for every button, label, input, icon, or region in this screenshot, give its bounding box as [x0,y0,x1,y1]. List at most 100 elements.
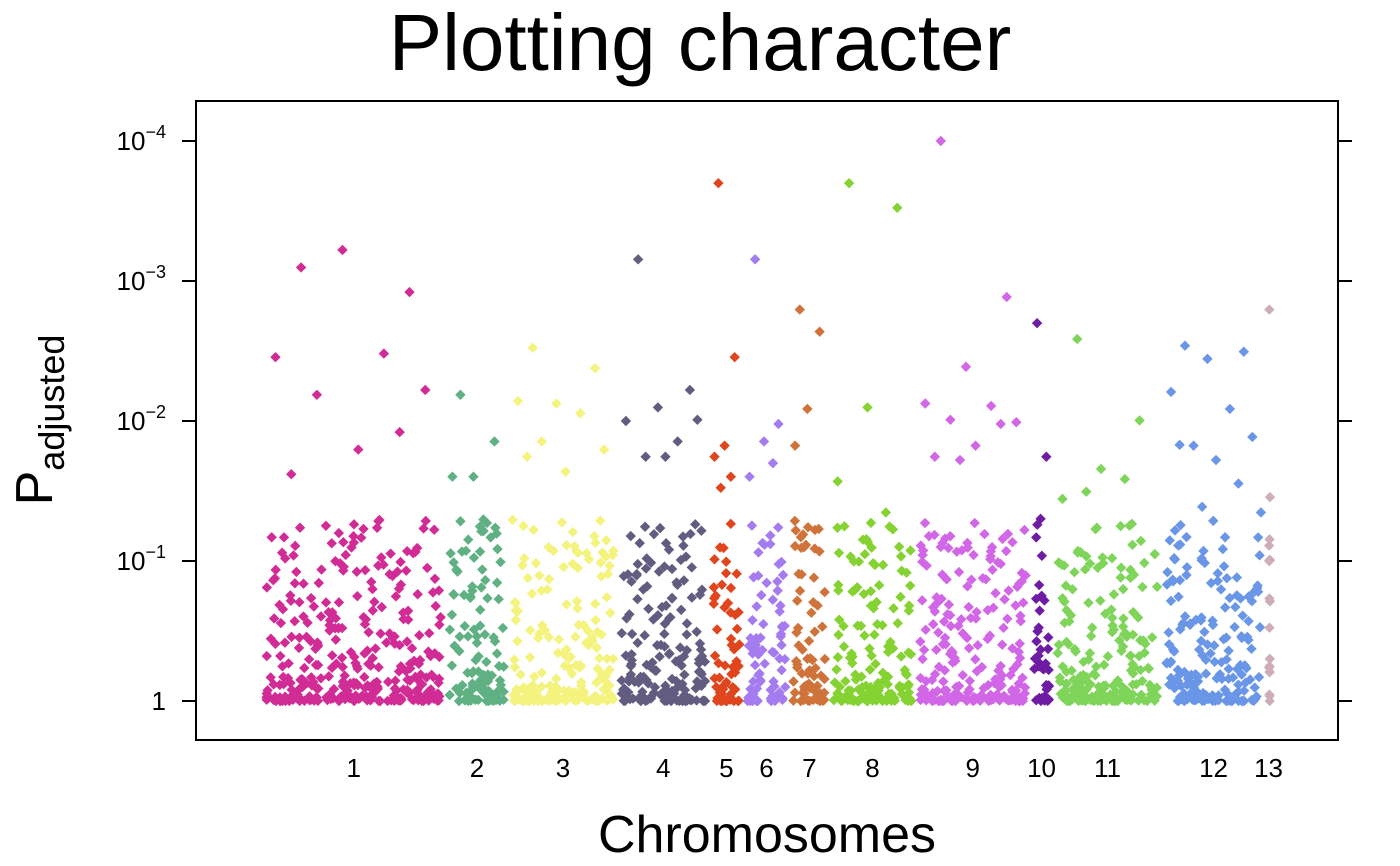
data-point [358,523,369,535]
data-point [666,673,678,685]
data-point [481,656,492,668]
data-point [1069,566,1080,578]
data-point [869,629,880,640]
data-point [873,579,885,591]
data-point [995,660,1006,672]
data-point [788,676,799,687]
data-point [390,591,402,602]
data-point [580,637,592,649]
data-point [315,673,327,684]
data-point [1119,473,1131,485]
data-point [367,605,378,616]
data-point [435,612,446,623]
data-point [757,537,768,549]
data-point [1039,595,1050,606]
data-point [373,560,384,571]
data-point [798,541,810,553]
data-point [349,694,360,706]
data-point [543,573,555,585]
data-point [1212,575,1223,587]
data-point [1139,647,1150,658]
data-point [929,451,941,462]
data-point [418,523,429,534]
data-point [376,552,387,563]
data-point [987,564,998,576]
data-point [265,672,276,683]
data-point [1174,691,1186,703]
data-point [1142,662,1154,674]
data-point [1057,593,1068,604]
data-point [572,562,584,574]
data-point [1173,591,1184,602]
data-point [1042,643,1054,655]
data-point [938,616,950,627]
data-point [985,400,997,412]
data-point [991,692,1003,703]
data-point [339,670,350,681]
data-point [1016,567,1028,579]
data-point [939,665,951,676]
data-point [1223,645,1234,656]
data-point [338,565,349,576]
data-point [918,644,930,656]
data-point [641,553,652,564]
data-point [794,585,806,597]
data-point [1235,593,1246,604]
data-point [625,530,636,542]
data-point [711,624,723,635]
data-point [796,668,808,679]
data-point [1085,679,1096,690]
data-point [479,629,491,640]
data-point [1264,689,1275,700]
data-point [648,528,660,540]
data-point [679,669,690,680]
data-point [515,669,526,680]
data-point [1095,463,1107,475]
data-point [527,342,538,353]
data-point [1223,673,1234,684]
data-point [404,286,415,298]
data-point [1115,572,1126,583]
data-point [1016,576,1027,587]
data-point [1078,656,1089,668]
data-point [382,676,394,688]
data-point [955,691,967,703]
data-point [774,653,785,664]
data-point [850,674,862,685]
data-point [639,630,650,641]
data-point [474,546,486,557]
data-point [775,600,786,611]
data-point [847,657,858,669]
data-point [401,636,413,647]
data-point [462,667,473,678]
data-point [401,545,413,557]
data-point [660,680,671,691]
data-point [552,694,564,706]
data-point [330,634,341,645]
x-tick-label: 10 [1027,753,1056,783]
data-point [970,654,981,665]
data-point [567,526,578,538]
data-point [402,674,413,685]
data-point [426,669,437,681]
data-point [985,551,996,562]
data-point [1040,658,1051,669]
data-point [758,618,769,630]
data-point [1138,635,1149,646]
data-point [725,518,736,530]
data-point [1067,684,1078,695]
data-point [586,694,597,705]
data-point [320,597,332,608]
data-point [819,653,831,665]
data-point [970,613,982,624]
data-point [587,635,598,647]
data-point [926,674,938,686]
data-point [475,604,486,616]
data-point [659,628,670,640]
data-point [1061,685,1072,696]
data-point [1013,678,1024,689]
data-point [1190,614,1202,626]
data-point [373,662,384,673]
data-point [519,553,530,564]
data-point [604,664,615,675]
